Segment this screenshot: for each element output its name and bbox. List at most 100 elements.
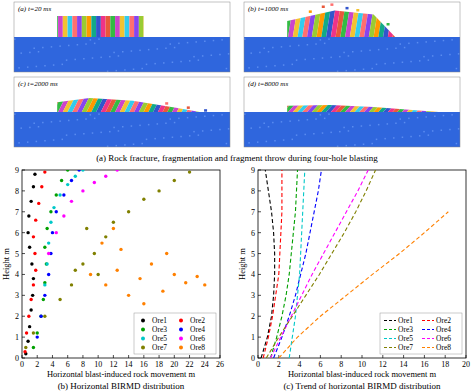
rock-stripe xyxy=(58,2,63,37)
x-tick-label: 12 xyxy=(379,360,387,369)
scatter-point xyxy=(77,170,80,172)
scatter-point xyxy=(81,262,84,265)
speckle xyxy=(36,141,38,143)
rock-stripe xyxy=(153,2,158,37)
rock-stripe xyxy=(125,2,130,37)
scatter-point xyxy=(119,248,122,251)
rock-stripe xyxy=(440,77,460,112)
scatter-point xyxy=(58,193,61,196)
speckle xyxy=(165,48,167,50)
speckle xyxy=(116,145,118,147)
trend-line xyxy=(266,170,375,358)
rock-stripe xyxy=(402,77,438,112)
scatter-point xyxy=(47,252,50,255)
x-tick xyxy=(143,355,144,358)
scatter-point xyxy=(85,227,88,230)
y-tick xyxy=(258,274,261,275)
scatter-point xyxy=(100,241,103,244)
speckle xyxy=(83,133,85,135)
speckle xyxy=(62,64,64,66)
rock-stripe xyxy=(383,2,393,37)
legend-line xyxy=(384,320,396,321)
scatter-point xyxy=(93,181,96,184)
legend-label: Ore8 xyxy=(190,343,205,352)
speckle xyxy=(195,116,197,118)
rock-stripe xyxy=(144,2,149,37)
scatter-point xyxy=(138,277,141,280)
x-tick-label: 18 xyxy=(441,360,449,369)
speckle xyxy=(174,122,176,124)
legend-marker xyxy=(141,346,145,350)
chart: 024681012141618202224260123456789Horizon… xyxy=(1,166,224,391)
y-tick xyxy=(22,316,25,317)
rock-stripe xyxy=(397,77,433,112)
snapshot-border xyxy=(244,2,460,72)
speckle xyxy=(66,134,68,136)
x-tick-label: 4 xyxy=(298,360,302,369)
speckle xyxy=(315,43,317,45)
rock-stripe xyxy=(407,77,443,112)
legend-label: Ore5 xyxy=(398,334,413,343)
speckle xyxy=(174,47,176,49)
label-bg xyxy=(246,4,294,13)
rock-stripe xyxy=(215,2,220,37)
speckle xyxy=(172,62,174,64)
rock-stripe xyxy=(129,2,134,37)
speckle xyxy=(53,64,55,66)
speckle xyxy=(451,114,453,116)
legend-marker xyxy=(179,346,183,350)
speckle xyxy=(346,70,348,72)
speckle xyxy=(434,41,436,43)
y-tick-label: 2 xyxy=(251,312,255,321)
speckle xyxy=(266,66,268,68)
speckle xyxy=(180,136,182,138)
legend-line xyxy=(422,329,434,330)
scatter-point xyxy=(28,246,31,249)
speckle xyxy=(320,39,322,41)
legend-marker xyxy=(179,328,183,332)
rock-stripe xyxy=(182,2,187,37)
x-tick xyxy=(98,355,99,358)
caption: (a) Rock fracture, fragmentation and fra… xyxy=(96,153,378,163)
legend-label: Ore2 xyxy=(190,316,205,325)
rock-stripe xyxy=(191,2,196,37)
speckle xyxy=(330,132,332,134)
x-tick xyxy=(159,355,160,358)
speckle xyxy=(189,135,191,137)
scatter-point xyxy=(39,315,42,318)
y-tick xyxy=(258,295,261,296)
x-tick-label: 14 xyxy=(125,360,133,369)
speckle xyxy=(296,134,298,136)
x-tick-label: 14 xyxy=(400,360,408,369)
speckle xyxy=(432,55,434,57)
scatter-point xyxy=(32,331,35,334)
x-tick xyxy=(189,355,190,358)
x-tick xyxy=(82,355,83,358)
speckle xyxy=(27,66,29,68)
speckle xyxy=(122,51,124,53)
rock-stripe xyxy=(191,77,213,112)
speckle xyxy=(157,123,159,125)
speckle xyxy=(263,123,265,125)
rock-stripe xyxy=(407,2,417,37)
speckle xyxy=(371,68,373,70)
x-tick-label: 22 xyxy=(186,360,194,369)
x-tick-label: 0 xyxy=(20,360,24,369)
rock-stripe xyxy=(350,77,386,112)
rock-stripe xyxy=(431,2,441,37)
legend-label: Ore5 xyxy=(152,334,167,343)
figure: (a) t=20 ms(b) t=1000 ms(c) t=2000 ms(d)… xyxy=(0,0,474,392)
snapshot: (d) t=8000 ms xyxy=(244,77,474,147)
speckle xyxy=(154,63,156,65)
speckle xyxy=(68,120,70,122)
y-tick-label: 8 xyxy=(251,187,255,196)
speckle xyxy=(346,145,348,147)
x-tick-label: 16 xyxy=(140,360,148,369)
speckle xyxy=(20,127,22,128)
speckle xyxy=(51,121,53,123)
scatter-point xyxy=(115,269,118,272)
y-tick-label: 1 xyxy=(251,333,255,342)
x-tick xyxy=(382,355,383,358)
speckle xyxy=(146,139,148,141)
rock-stripe xyxy=(210,2,215,37)
